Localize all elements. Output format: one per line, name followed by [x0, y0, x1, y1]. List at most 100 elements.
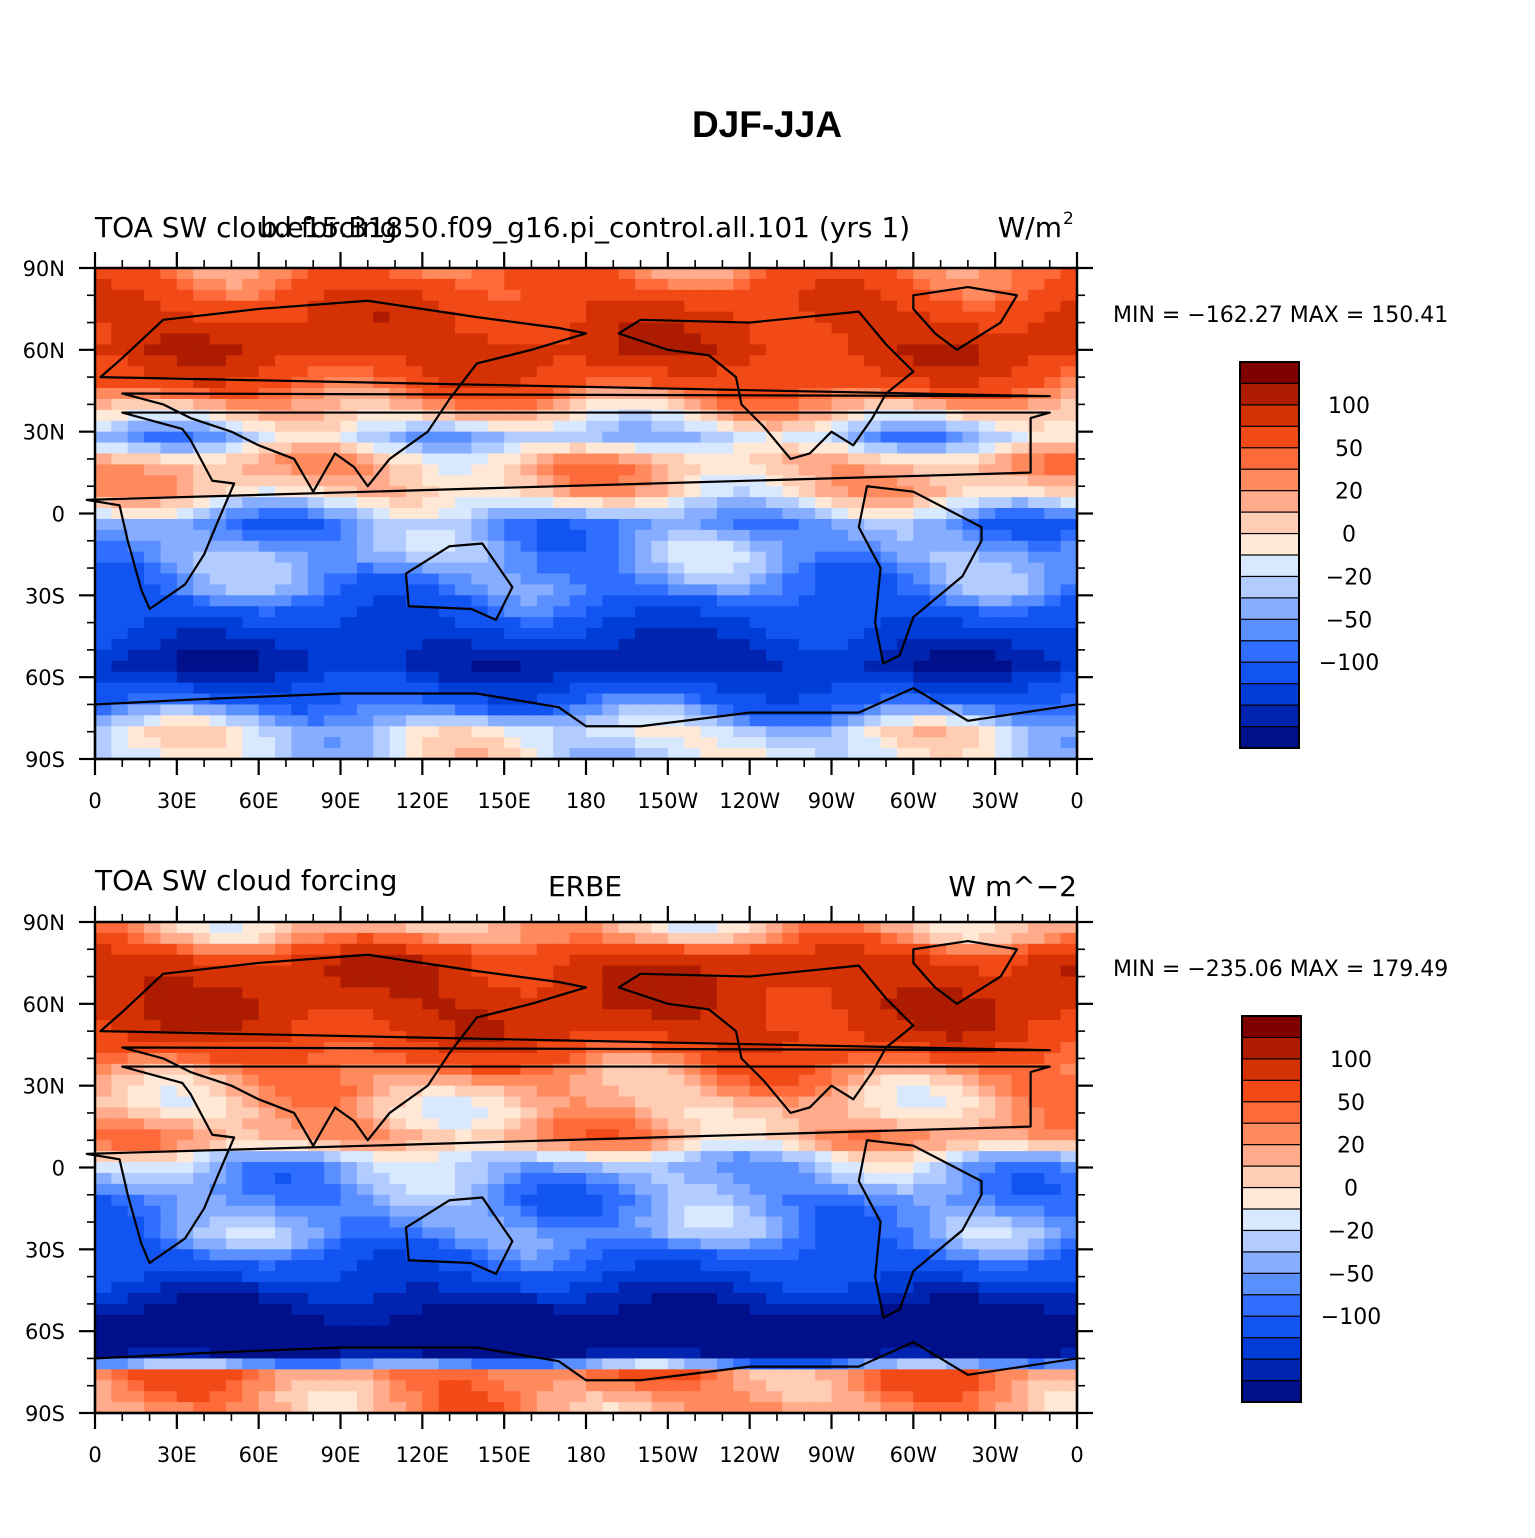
field-cell	[389, 965, 407, 978]
field-cell	[569, 1194, 587, 1207]
field-cell	[569, 726, 587, 738]
field-cell	[602, 300, 620, 313]
field-cell	[847, 1216, 865, 1229]
field-cell	[782, 333, 800, 345]
field-cell	[487, 954, 505, 967]
field-cell	[700, 671, 718, 684]
field-cell	[471, 1020, 489, 1032]
field-cell	[995, 606, 1013, 618]
field-cell	[1011, 311, 1029, 324]
field-cell	[258, 278, 276, 291]
field-cell	[782, 1020, 800, 1032]
field-cell	[716, 518, 734, 531]
field-cell	[111, 1020, 129, 1032]
field-cell	[455, 540, 473, 553]
field-cell	[815, 1194, 833, 1207]
field-cell	[95, 737, 112, 749]
field-cell	[536, 366, 554, 378]
field-cell	[880, 737, 898, 749]
field-cell	[896, 704, 914, 716]
field-cell	[356, 497, 374, 509]
field-cell	[913, 649, 931, 662]
field-cell	[373, 649, 391, 662]
field-cell	[389, 1063, 407, 1076]
field-cell	[782, 1031, 800, 1043]
field-cell	[733, 540, 751, 553]
field-cell	[962, 987, 980, 999]
field-cell	[1044, 1031, 1062, 1043]
field-cell	[978, 573, 996, 586]
field-cell	[471, 322, 489, 335]
field-cell	[667, 943, 685, 956]
field-cell	[946, 943, 964, 956]
field-cell	[700, 300, 718, 313]
field-cell	[667, 388, 685, 400]
field-cell	[1011, 943, 1029, 956]
field-cell	[880, 1085, 898, 1098]
field-cell	[340, 737, 358, 749]
field-cell	[618, 311, 636, 324]
field-cell	[716, 442, 734, 455]
field-cell	[651, 562, 669, 575]
field-cell	[602, 1282, 620, 1294]
field-cell	[569, 617, 587, 629]
field-cell	[635, 1216, 653, 1229]
field-cell	[1044, 671, 1062, 684]
field-cell	[978, 1063, 996, 1076]
field-cell	[766, 1216, 783, 1229]
field-cell	[225, 486, 243, 498]
field-cell	[733, 486, 751, 498]
field-cell	[258, 943, 276, 956]
field-cell	[127, 377, 145, 389]
field-cell	[847, 1042, 865, 1054]
field-cell	[422, 1085, 440, 1098]
field-cell	[1044, 268, 1062, 280]
field-cell	[815, 1140, 833, 1152]
field-cell	[929, 1238, 947, 1250]
field-cell	[176, 1183, 194, 1196]
field-cell	[258, 475, 276, 487]
field-cell	[1044, 453, 1062, 465]
field-cell	[635, 377, 653, 389]
field-cell	[471, 932, 489, 945]
field-cell	[438, 1216, 456, 1229]
field-cell	[455, 278, 473, 291]
field-cell	[995, 573, 1013, 586]
field-cell	[1027, 1052, 1045, 1065]
field-cell	[962, 704, 980, 716]
field-cell	[815, 508, 833, 520]
field-cell	[1060, 377, 1078, 389]
field-cell	[684, 715, 702, 727]
field-cell	[946, 300, 964, 313]
field-cell	[978, 1052, 996, 1065]
field-cell	[716, 289, 734, 302]
field-cell	[569, 1096, 587, 1109]
field-cell	[176, 1074, 194, 1087]
field-cell	[995, 1172, 1013, 1185]
field-cell	[864, 1140, 882, 1152]
field-cell	[144, 377, 162, 389]
field-cell	[962, 595, 980, 607]
field-cell	[913, 976, 931, 989]
field-cell	[553, 1009, 571, 1021]
field-cell	[209, 1031, 227, 1043]
field-cell	[553, 431, 571, 444]
field-cell	[275, 409, 292, 422]
field-cell	[160, 1020, 178, 1032]
field-cell	[405, 475, 423, 487]
field-cell	[536, 922, 554, 934]
field-cell	[176, 1260, 194, 1272]
field-cell	[242, 1129, 260, 1141]
field-cell	[995, 1129, 1013, 1141]
field-cell	[553, 289, 571, 302]
field-cell	[275, 497, 292, 509]
field-cell	[602, 355, 620, 367]
field-cell	[569, 409, 587, 422]
field-cell	[291, 1216, 309, 1229]
field-cell	[651, 1042, 669, 1054]
field-cell	[1060, 1020, 1078, 1032]
field-cell	[586, 943, 603, 956]
field-cell	[569, 1238, 587, 1250]
field-cell	[1044, 475, 1062, 487]
field-cell	[978, 300, 996, 313]
